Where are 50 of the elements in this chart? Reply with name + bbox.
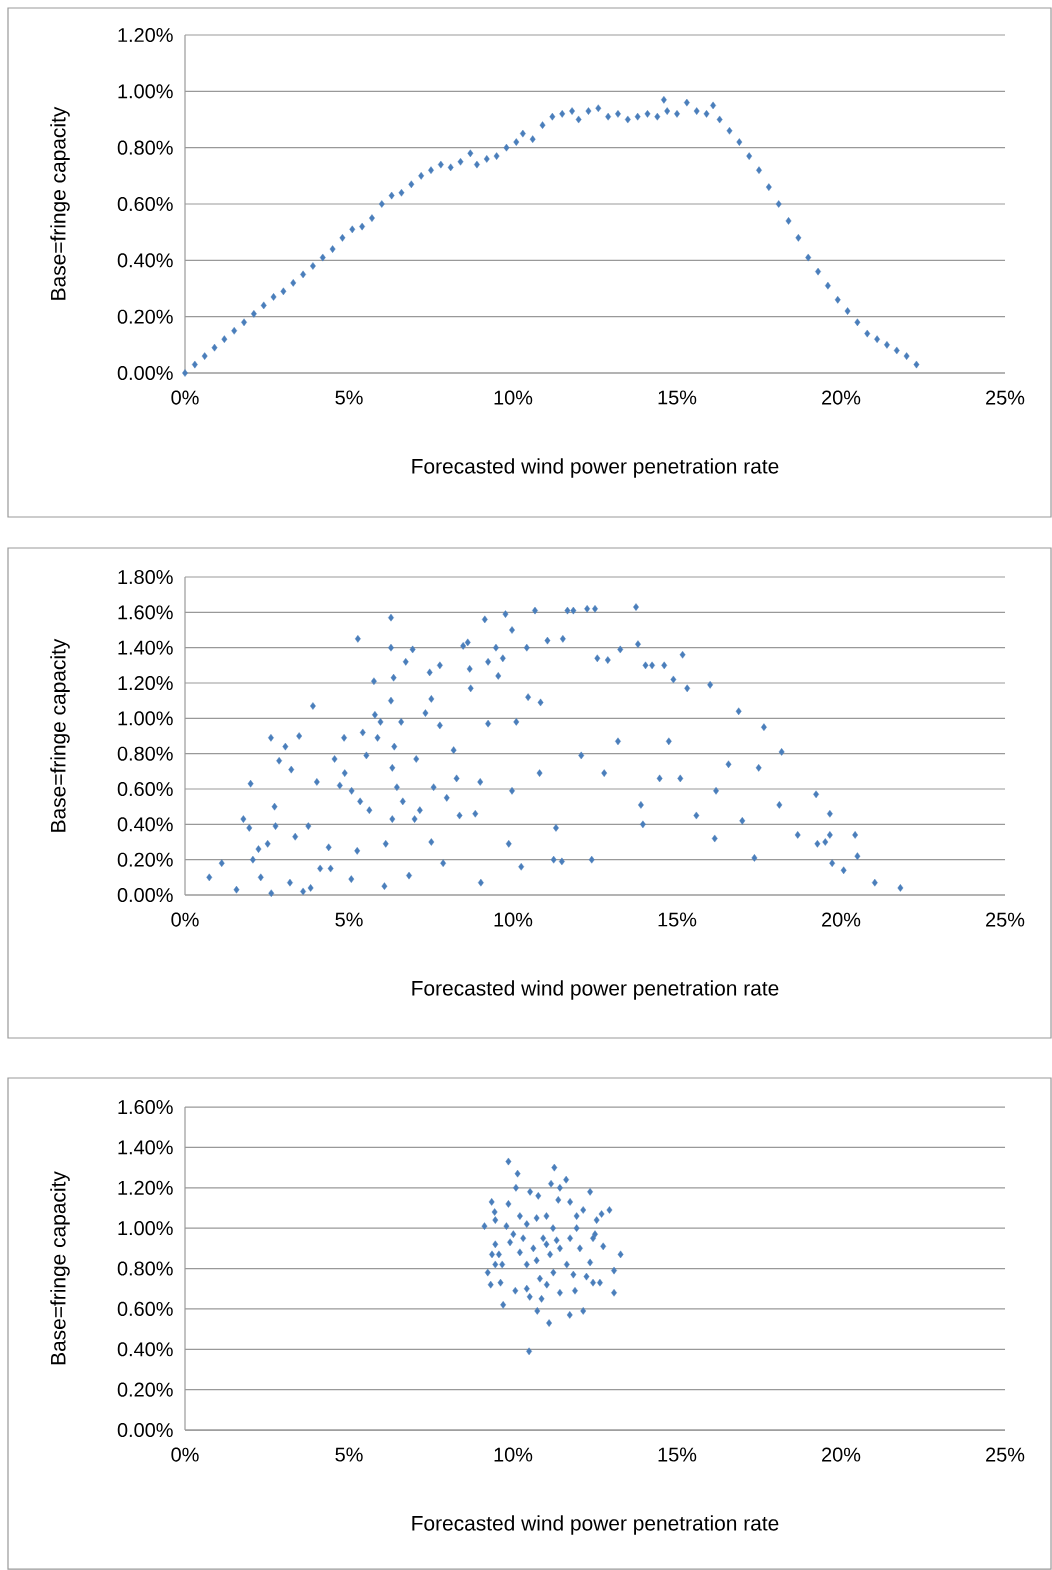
x-tick-label: 10%	[494, 390, 533, 405]
y-tick-label: 0.00%	[117, 365, 173, 381]
y-tick-label: 0.80%	[117, 1261, 173, 1276]
x-tick-label: 25%	[986, 1447, 1025, 1462]
y-tick-label: 0.00%	[117, 1422, 173, 1438]
y-tick-label: 1.20%	[118, 27, 173, 43]
x-tick-label: 25%	[986, 912, 1025, 927]
y-tick-label: 0.80%	[117, 746, 173, 761]
x-tick-label: 5%	[335, 390, 363, 405]
y-tick-label: 1.60%	[118, 1099, 173, 1115]
y-tick-label: 0.00%	[117, 887, 173, 903]
x-tick-label: 5%	[335, 912, 363, 927]
y-tick-label: 0.20%	[117, 309, 173, 324]
y-axis-title: Base=fringe capacity	[50, 638, 70, 832]
x-tick-label: 5%	[335, 1447, 363, 1462]
y-tick-label: 1.20%	[118, 675, 173, 691]
y-tick-label: 1.60%	[118, 605, 173, 620]
x-tick-label: 20%	[822, 912, 861, 927]
x-tick-label: 15%	[658, 912, 697, 927]
y-tick-label: 1.20%	[118, 1180, 173, 1195]
x-tick-label: 20%	[822, 1447, 861, 1462]
y-tick-label: 0.20%	[117, 1382, 173, 1397]
x-tick-label: 0%	[171, 912, 199, 927]
y-tick-label: 1.00%	[118, 711, 173, 726]
y-tick-label: 1.40%	[118, 640, 173, 655]
y-tick-label: 0.20%	[117, 852, 173, 867]
y-tick-label: 0.60%	[117, 1301, 173, 1316]
x-axis-title: Forecasted wind power penetration rate	[412, 458, 779, 478]
x-tick-label: 10%	[494, 1447, 533, 1462]
y-tick-label: 0.40%	[117, 817, 173, 832]
y-tick-label: 1.40%	[118, 1140, 173, 1155]
y-tick-label: 0.40%	[117, 253, 173, 268]
x-tick-label: 0%	[171, 1447, 199, 1462]
y-tick-label: 1.00%	[118, 84, 173, 99]
y-tick-label: 1.80%	[118, 569, 173, 585]
x-tick-label: 10%	[494, 912, 533, 927]
x-axis-title: Forecasted wind power penetration rate	[412, 1515, 779, 1535]
x-tick-label: 25%	[986, 390, 1025, 405]
x-axis-title: Forecasted wind power penetration rate	[412, 980, 779, 1000]
y-axis-title: Base=fringe capacity	[50, 106, 70, 300]
y-tick-label: 0.60%	[117, 196, 173, 212]
x-tick-label: 15%	[658, 390, 697, 405]
y-tick-label: 1.00%	[118, 1221, 173, 1236]
x-tick-label: 0%	[171, 390, 199, 405]
x-tick-label: 20%	[822, 390, 861, 405]
y-axis-title: Base=fringe capacity	[50, 1171, 70, 1365]
y-tick-label: 0.40%	[117, 1342, 173, 1357]
y-tick-label: 0.60%	[117, 781, 173, 797]
x-tick-label: 15%	[658, 1447, 697, 1462]
y-tick-label: 0.80%	[117, 140, 173, 155]
